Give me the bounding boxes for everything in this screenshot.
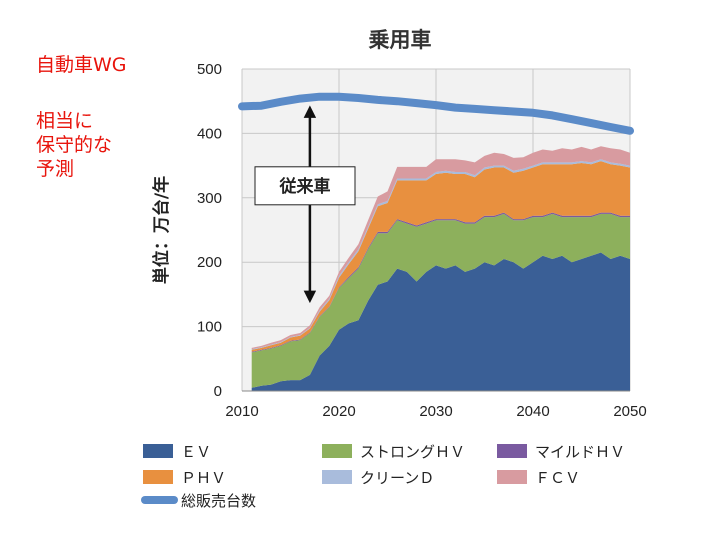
chart-title: 乗用車 <box>369 28 432 52</box>
legend-label: ＥＶ <box>181 443 211 461</box>
axis-layer: 2010 2020 2030 2040 2050 0 100 200 300 400 500 <box>197 61 647 420</box>
area-layer <box>251 146 630 391</box>
y-tick-label: 300 <box>197 190 222 207</box>
area-series-2 <box>251 213 630 388</box>
side-note-line: 保守的な <box>36 134 113 156</box>
y-tick-label: 100 <box>197 319 222 336</box>
x-tick-label: 2040 <box>516 403 549 420</box>
legend-label: 総販売台数 <box>181 492 256 510</box>
legend-swatch <box>322 470 352 484</box>
x-tick-label: 2030 <box>419 403 452 420</box>
legend-label: マイルドＨＶ <box>535 443 625 461</box>
x-tick-label: 2010 <box>225 403 258 420</box>
area-series-4 <box>251 161 630 352</box>
legend-label: ストロングＨＶ <box>360 443 465 461</box>
y-tick-label: 400 <box>197 125 222 142</box>
legend-swatch <box>497 444 527 458</box>
legend-label: ＰＨＶ <box>181 469 226 487</box>
y-tick-label: 0 <box>214 383 222 400</box>
legend-swatch <box>143 444 173 458</box>
area-series-1 <box>251 252 630 391</box>
legend-swatch <box>322 444 352 458</box>
y-tick-label: 500 <box>197 61 222 78</box>
side-note-title: 自動車WG <box>36 54 127 76</box>
conventional-car-box <box>254 166 356 206</box>
x-tick-label: 2020 <box>322 403 355 420</box>
total-sales-line <box>238 92 634 135</box>
legend-label: クリーンＤ <box>360 469 434 487</box>
legend: ＥＶ ストロングＨＶ マイルドＨＶ ＰＨＶ クリーンＤ ＦＣＶ 総販売台数 <box>141 443 625 510</box>
x-tick-label: 2050 <box>613 403 646 420</box>
side-note-line: 相当に <box>36 110 94 132</box>
legend-swatch <box>497 470 527 484</box>
conventional-car-label: 従来車 <box>279 176 331 197</box>
side-note-line: 予測 <box>36 158 75 180</box>
legend-label: ＦＣＶ <box>535 469 580 487</box>
y-axis-label: 単位：万台/年 <box>151 176 172 284</box>
y-tick-label: 200 <box>197 254 222 271</box>
legend-swatch <box>143 470 173 484</box>
annotation-layer: 従来車 <box>254 105 356 304</box>
line-layer <box>238 92 634 135</box>
